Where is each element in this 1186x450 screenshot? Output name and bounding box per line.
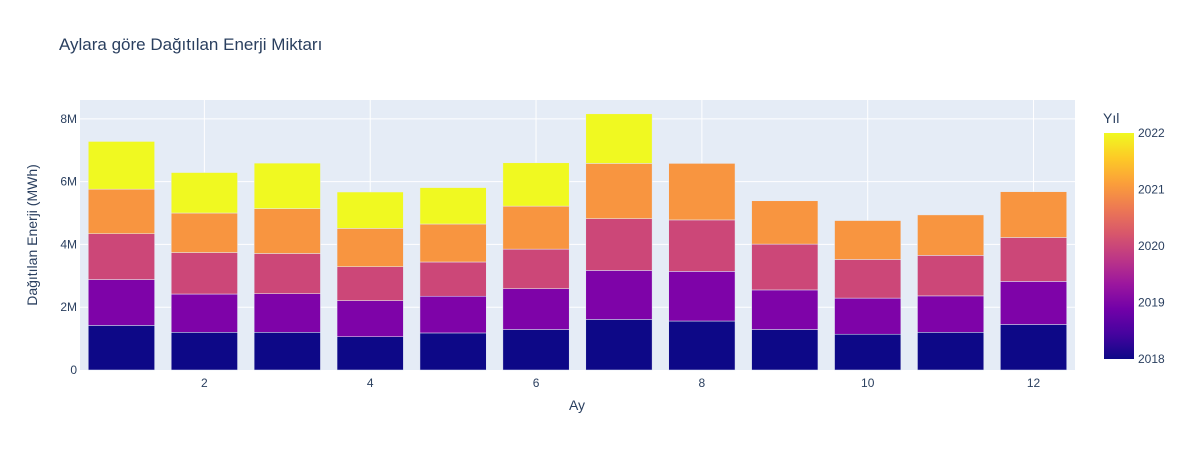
y-tick-label: 0 [70,363,77,377]
x-tick-label: 6 [533,376,540,390]
x-axis-title: Ay [569,397,585,413]
bar-segment-2019-month-3[interactable] [253,293,321,333]
bar-segment-2021-month-5[interactable] [419,223,487,263]
bar-segment-2020-month-11[interactable] [917,255,985,297]
bar-segment-2018-month-3[interactable] [253,332,321,371]
bar-segment-2021-month-3[interactable] [253,208,321,254]
bar-segment-2020-month-8[interactable] [668,219,736,272]
plot-background [80,100,1075,370]
bar-segment-2020-month-6[interactable] [502,248,570,289]
bar-segment-2021-month-12[interactable] [1000,191,1067,238]
bar-segment-2019-month-6[interactable] [502,288,570,330]
bar-segment-2021-month-2[interactable] [170,212,238,253]
bar-segment-2019-month-11[interactable] [917,295,985,333]
colorbar-tick-label: 2022 [1138,126,1165,140]
bars-layer[interactable] [88,113,1067,371]
bar-segment-2018-month-1[interactable] [88,325,155,371]
x-tick-label: 12 [1027,376,1041,390]
colorbar-tick-label: 2021 [1138,183,1165,197]
bar-segment-2021-month-4[interactable] [336,228,404,267]
bar-segment-2021-month-1[interactable] [88,188,155,234]
bar-segment-2019-month-10[interactable] [834,297,902,335]
colorbar-tick-label: 2020 [1138,239,1165,253]
bar-segment-2021-month-11[interactable] [917,214,985,256]
bar-segment-2021-month-9[interactable] [751,200,819,245]
bar-segment-2021-month-6[interactable] [502,205,570,250]
bar-segment-2018-month-7[interactable] [585,319,653,371]
chart-title: Aylara göre Dağıtılan Enerji Miktarı [59,35,322,54]
bar-segment-2018-month-8[interactable] [668,320,736,371]
x-tick-label: 2 [201,376,208,390]
bar-segment-2020-month-5[interactable] [419,261,487,297]
bar-segment-2020-month-3[interactable] [253,253,321,294]
x-tick-label: 10 [861,376,875,390]
bar-segment-2021-month-7[interactable] [585,163,653,219]
x-tick-label: 4 [367,376,374,390]
bar-segment-2018-month-5[interactable] [419,332,487,371]
colorbar-title: Yıl [1103,110,1119,126]
bar-segment-2022-month-7[interactable] [585,113,653,164]
bar-segment-2020-month-10[interactable] [834,259,902,299]
bar-segment-2018-month-9[interactable] [751,329,819,371]
bar-segment-2020-month-4[interactable] [336,266,404,301]
x-tick-label: 8 [699,376,706,390]
y-tick-label: 4M [60,237,77,251]
y-tick-label: 8M [60,112,77,126]
bar-segment-2022-month-3[interactable] [253,162,321,209]
bar-segment-2022-month-1[interactable] [88,141,155,190]
colorbar-ticks: 2018 2019 2020 2021 2022 [1138,126,1165,366]
x-axis-ticks: 2 4 6 8 10 12 [201,376,1041,390]
colorbar-tick-label: 2019 [1138,296,1165,310]
bar-segment-2018-month-10[interactable] [834,333,902,371]
bar-segment-2018-month-12[interactable] [1000,324,1067,371]
y-tick-label: 2M [60,300,77,314]
colorbar-tick-label: 2018 [1138,352,1165,366]
bar-segment-2021-month-10[interactable] [834,220,902,260]
bar-segment-2019-month-7[interactable] [585,270,653,320]
bar-segment-2022-month-4[interactable] [336,191,404,229]
bar-segment-2018-month-2[interactable] [170,332,238,371]
bar-segment-2020-month-1[interactable] [88,233,155,280]
bar-segment-2020-month-12[interactable] [1000,237,1067,282]
y-axis-title: Dağıtılan Enerji (MWh) [24,164,40,306]
bar-segment-2022-month-5[interactable] [419,187,487,225]
bar-segment-2022-month-2[interactable] [170,172,238,214]
bar-segment-2019-month-9[interactable] [751,289,819,330]
bar-segment-2018-month-4[interactable] [336,336,404,371]
bar-segment-2018-month-11[interactable] [917,332,985,371]
bar-segment-2018-month-6[interactable] [502,329,570,371]
y-axis-ticks: 0 2M 4M 6M 8M [60,112,77,377]
bar-segment-2019-month-12[interactable] [1000,281,1067,325]
colorbar [1104,133,1134,359]
bar-segment-2019-month-8[interactable] [668,271,736,322]
bar-segment-2020-month-7[interactable] [585,218,653,271]
y-tick-label: 6M [60,175,77,189]
bar-segment-2019-month-1[interactable] [88,279,155,326]
bar-segment-2022-month-6[interactable] [502,162,570,207]
bar-segment-2019-month-2[interactable] [170,293,238,333]
bar-segment-2019-month-4[interactable] [336,300,404,337]
bar-segment-2019-month-5[interactable] [419,295,487,334]
bar-segment-2020-month-9[interactable] [751,243,819,291]
bar-segment-2020-month-2[interactable] [170,252,238,295]
bar-segment-2021-month-8[interactable] [668,163,736,221]
